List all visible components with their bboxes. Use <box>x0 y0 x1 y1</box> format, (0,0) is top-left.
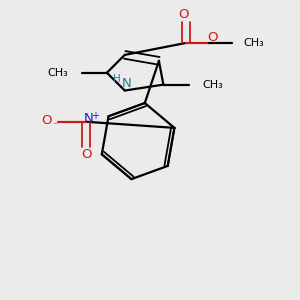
Text: N: N <box>121 76 131 90</box>
Text: CH₃: CH₃ <box>47 68 68 78</box>
Text: N: N <box>84 112 94 125</box>
Text: +: + <box>91 111 99 121</box>
Text: CH₃: CH₃ <box>243 38 264 48</box>
Text: ⁻: ⁻ <box>52 121 58 131</box>
Text: CH₃: CH₃ <box>202 80 223 90</box>
Text: O: O <box>178 8 188 21</box>
Text: O: O <box>41 114 52 127</box>
Text: O: O <box>81 148 91 161</box>
Text: H: H <box>113 74 121 84</box>
Text: O: O <box>207 31 218 44</box>
